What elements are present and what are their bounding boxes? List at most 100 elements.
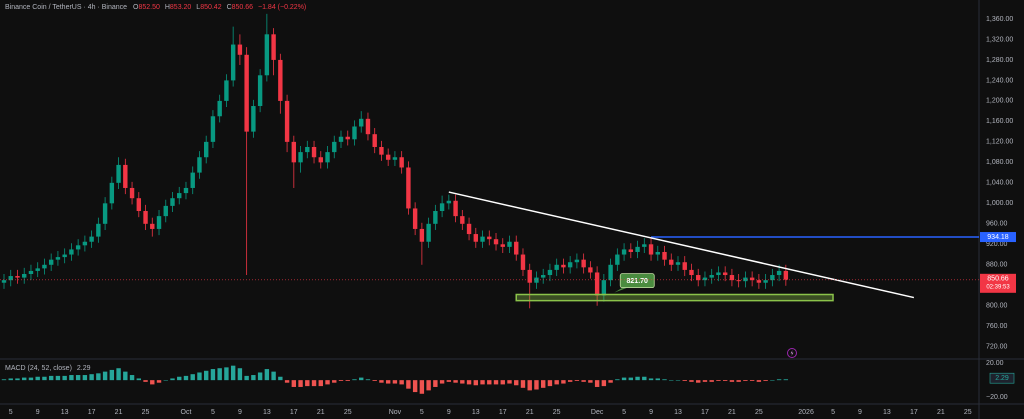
candle-body: [716, 272, 721, 276]
histogram-bar: [244, 375, 249, 381]
histogram-bar: [520, 380, 526, 388]
candle-body: [372, 134, 377, 147]
ohlc-key: C: [227, 4, 232, 11]
candle-body: [702, 277, 708, 281]
histogram-bar: [567, 380, 573, 382]
histogram-bar: [743, 380, 748, 381]
candle-body: [493, 239, 499, 245]
histogram-bar: [493, 380, 499, 385]
histogram-bar: [702, 380, 708, 382]
candle-body: [163, 205, 168, 217]
candle-body: [224, 80, 229, 101]
countdown: 02:39:53: [986, 284, 1010, 290]
candle-body: [473, 234, 478, 242]
level-label: 934.18: [987, 234, 1009, 241]
candle-body: [628, 249, 634, 252]
histogram-bar: [284, 380, 290, 383]
histogram-bar: [136, 378, 141, 381]
histogram-bar: [439, 380, 445, 384]
y-tick-label: 720.00: [986, 344, 1008, 351]
y-tick-label: 1,160.00: [986, 118, 1013, 125]
candle-body: [251, 106, 256, 132]
candle-body: [15, 276, 20, 278]
candle-body: [541, 275, 546, 278]
candle-body: [109, 182, 115, 204]
y-tick-label: 920.00: [986, 241, 1008, 248]
candle-body: [507, 241, 512, 247]
histogram-bar: [534, 380, 539, 390]
candle-body: [311, 146, 317, 158]
histogram-bar: [770, 380, 775, 381]
candle-body: [689, 269, 694, 276]
candle-body: [608, 264, 613, 281]
candle-body: [89, 236, 94, 242]
x-tick-label: 21: [317, 409, 325, 416]
histogram-bar: [453, 380, 458, 383]
candle-body: [75, 245, 81, 250]
histogram-bar: [325, 380, 330, 385]
candle-body: [82, 241, 88, 246]
candle-body: [527, 269, 532, 283]
histogram-bar: [210, 369, 216, 381]
histogram-bar: [123, 371, 128, 381]
candle-body: [190, 172, 195, 188]
histogram-bar: [170, 378, 175, 381]
histogram-bar: [35, 376, 40, 381]
histogram-bar: [460, 380, 465, 384]
y-tick-label: 1,280.00: [986, 57, 1013, 64]
histogram-bar: [419, 380, 425, 394]
histogram-bar: [655, 378, 660, 381]
candle-body: [743, 277, 748, 282]
histogram-bar: [675, 380, 681, 381]
histogram-bar: [278, 376, 283, 381]
x-tick-label: 5: [622, 409, 626, 416]
histogram-bar: [224, 367, 229, 381]
x-tick-label: 9: [858, 409, 862, 416]
histogram-bar: [682, 380, 687, 381]
histogram-bar: [69, 375, 74, 381]
histogram-bar: [55, 375, 61, 381]
histogram-bar: [257, 372, 263, 381]
x-tick-label: 17: [290, 409, 298, 416]
y-tick-label: 1,360.00: [986, 16, 1013, 23]
histogram-bar: [8, 378, 13, 381]
x-tick-label: 25: [142, 409, 150, 416]
candle-body: [392, 157, 398, 160]
candle-body: [143, 211, 148, 224]
candle-body: [682, 262, 687, 270]
last-price-badge: [980, 273, 1016, 293]
histogram-bar: [48, 375, 54, 381]
candle-body: [635, 246, 640, 252]
candle-body: [736, 280, 741, 282]
candle-body: [554, 264, 559, 270]
ohlc-key: L: [196, 4, 200, 11]
indicator-value: 2.29: [77, 365, 91, 372]
x-tick-label: 9: [238, 409, 242, 416]
x-tick-label: Oct: [181, 409, 192, 416]
candle-body: [8, 276, 13, 281]
candle-body: [561, 264, 566, 268]
histogram-bar: [729, 380, 735, 382]
candle-body: [729, 275, 735, 281]
histogram-bar: [372, 380, 377, 381]
histogram-bar: [82, 375, 88, 381]
histogram-bar: [783, 379, 789, 381]
ohlc-value: 853.20: [170, 4, 192, 11]
histogram-bar: [345, 380, 350, 381]
histogram-bar: [426, 380, 431, 391]
label-pointer: [614, 286, 631, 293]
candle-body: [365, 118, 371, 135]
candle-body: [770, 275, 775, 281]
alert-icon[interactable]: [787, 348, 797, 358]
ohlc-value: 850.66: [232, 4, 254, 11]
candle-body: [48, 259, 54, 265]
change: −1.84 (−0.22%): [258, 4, 306, 11]
candle-body: [419, 228, 425, 242]
histogram-bar: [365, 379, 371, 381]
support-zone: [515, 293, 834, 302]
histogram-bar: [1, 379, 7, 381]
histogram-bar: [183, 375, 189, 381]
candle-body: [257, 75, 263, 107]
x-tick-label: 17: [499, 409, 507, 416]
candle-body: [264, 34, 270, 76]
